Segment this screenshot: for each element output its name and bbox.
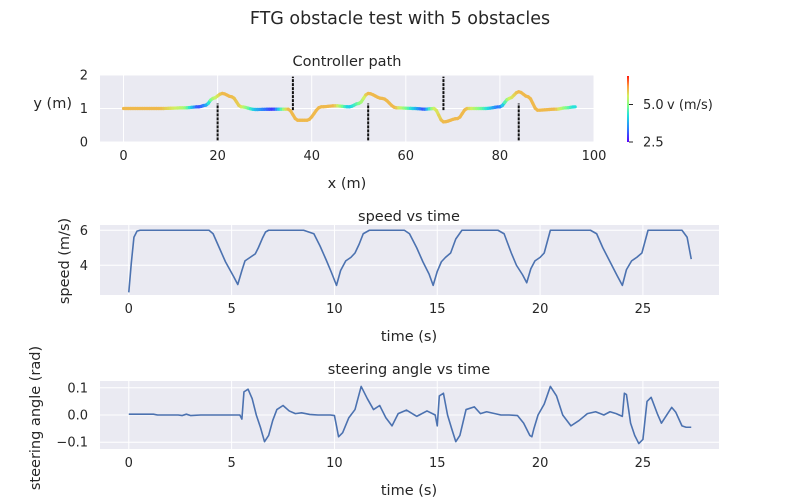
p2-x-tick-label: 10 [326, 302, 343, 317]
figure-title: FTG obstacle test with 5 obstacles [250, 9, 550, 29]
p3-y-tick-label: 0.1 [67, 381, 88, 396]
p2-x-tick-label: 25 [635, 302, 652, 317]
p1-x-tick-label: 20 [209, 149, 226, 164]
path-panel: 0 20 40 60 80 100 0 1 2 Controller path x (m) y… [33, 54, 606, 192]
p1-x-tick-label: 0 [119, 149, 127, 164]
speed-x-tick-labels: 0 5 10 15 20 25 [125, 302, 652, 317]
p2-x-tick-label: 15 [429, 302, 446, 317]
speed-panel-title: speed vs time [358, 209, 460, 225]
steering-panel: 0 5 10 15 20 25 −0.1 0.0 0.1 steering angle vs … [28, 346, 719, 499]
obstacle-markers [216, 76, 520, 141]
colorbar-ticks: 2.5 5.0 [629, 98, 664, 151]
velocity-colorbar: 2.5 5.0 v (m/s) [627, 76, 713, 151]
steering-panel-title: steering angle vs time [328, 362, 490, 378]
p1-x-tick-label: 80 [492, 149, 509, 164]
p3-x-tick-label: 10 [326, 456, 343, 471]
colorbar-label: v (m/s) [667, 98, 713, 113]
p1-y-tick-label: 1 [80, 102, 88, 117]
path-trajectory [121, 90, 577, 124]
p1-x-tick-label: 40 [303, 149, 320, 164]
colorbar-gradient [627, 76, 629, 142]
speed-y-axis-label: speed (m/s) [57, 218, 73, 304]
p3-x-tick-label: 25 [635, 456, 652, 471]
steering-series-line [128, 385, 692, 445]
path-panel-title: Controller path [293, 54, 402, 70]
p3-y-tick-label: −0.1 [56, 436, 88, 451]
path-x-axis-label: x (m) [328, 176, 367, 192]
speed-panel: 0 5 10 15 20 25 46 speed vs time time (s) spe… [57, 209, 719, 345]
p2-y-tick-label: 6 [80, 224, 88, 239]
steering-y-axis-label: steering angle (rad) [28, 346, 44, 490]
p3-x-tick-label: 5 [227, 456, 235, 471]
steering-x-axis-label: time (s) [381, 483, 437, 499]
p3-x-tick-label: 20 [532, 456, 549, 471]
path-y-tick-labels: 0 1 2 [80, 69, 88, 151]
speed-y-tick-labels: 46 [80, 224, 88, 274]
p2-x-tick-label: 20 [532, 302, 549, 317]
colorbar-tick-label: 2.5 [643, 136, 664, 151]
p3-y-tick-label: 0.0 [67, 409, 88, 424]
colorbar-tick-label: 5.0 [643, 98, 664, 113]
p2-y-tick-label: 4 [80, 259, 88, 274]
p1-x-tick-label: 100 [582, 149, 607, 164]
speed-series-line [127, 229, 693, 293]
speed-axes-background [100, 225, 719, 295]
p1-x-tick-label: 60 [398, 149, 415, 164]
p3-x-tick-label: 15 [429, 456, 446, 471]
steering-y-tick-labels: −0.1 0.0 0.1 [56, 381, 88, 450]
speed-x-axis-label: time (s) [381, 329, 437, 345]
path-y-axis-label: y (m) [33, 96, 72, 112]
p3-x-tick-label: 0 [125, 456, 133, 471]
path-x-tick-labels: 0 20 40 60 80 100 [119, 149, 606, 164]
p1-y-tick-label: 0 [80, 136, 88, 151]
p2-x-tick-label: 5 [227, 302, 235, 317]
steering-x-tick-labels: 0 5 10 15 20 25 [125, 456, 652, 471]
p2-x-tick-label: 0 [125, 302, 133, 317]
p1-y-tick-label: 2 [80, 69, 88, 84]
